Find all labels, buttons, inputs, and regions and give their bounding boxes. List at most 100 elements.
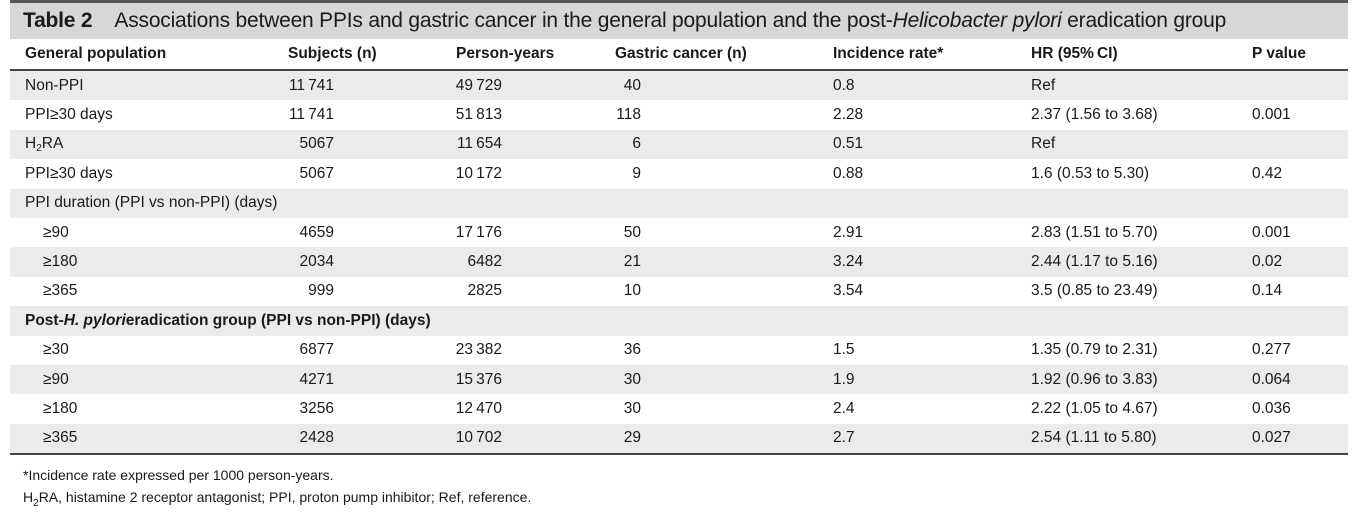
cell-gastric-cancer: 9 [632, 164, 641, 182]
cell-incidence-rate: 0.8 [833, 76, 855, 94]
cell-hazard-ratio: 2.54 (1.11 to 5.80) [1031, 429, 1157, 447]
cell-row-label: ≥90 [43, 370, 69, 388]
cell-person-years: 49 729 [455, 76, 502, 94]
cell-person-years: 23 382 [455, 341, 502, 359]
cell-incidence-rate: 2.4 [833, 399, 855, 417]
table-header-row: General population Subjects (n) Person-yea… [10, 39, 1348, 71]
cell-row-label: PPI≥30 days [25, 164, 113, 182]
table-row: ≥90 4271 15 376 30 1.9 1.92 (0.96 to 3.83) 0.0… [10, 364, 1348, 395]
cell-incidence-rate: 2.91 [833, 223, 864, 241]
table-row: ≥180 2034 6482 21 3.24 2.44 (1.17 to 5.16) 0.0… [10, 247, 1348, 277]
cell-subjects: 2428 [299, 429, 334, 447]
cell-hazard-ratio: 1.35 (0.79 to 2.31) [1031, 341, 1158, 359]
cell-row-label: ≥365 [43, 282, 78, 300]
cell-incidence-rate: 2.7 [833, 429, 855, 447]
cell-hazard-ratio: 2.83 (1.51 to 5.70) [1031, 223, 1158, 241]
cell-incidence-rate: 0.51 [833, 135, 864, 153]
cell-gastric-cancer: 30 [623, 370, 641, 388]
cell-incidence-rate: 0.88 [833, 164, 864, 182]
header-person-years: Person-years [456, 45, 555, 62]
cell-person-years: 10 172 [455, 164, 502, 182]
cell-p-value: 0.001 [1252, 223, 1291, 241]
cell-row-label: ≥30 [43, 341, 69, 359]
cell-hazard-ratio: 2.22 (1.05 to 4.67) [1031, 399, 1158, 417]
cell-gastric-cancer: 21 [623, 253, 641, 271]
cell-subjects: 5067 [299, 164, 334, 182]
section-row-eradication: Post- H. pylori eradication group (PPI vs… [10, 306, 1348, 336]
cell-p-value: 0.277 [1252, 341, 1291, 359]
cell-subjects: 5067 [299, 135, 334, 153]
cell-row-label: ≥180 [43, 253, 78, 271]
cell-gastric-cancer: 40 [623, 76, 641, 94]
cell-p-value: 0.036 [1252, 399, 1291, 417]
footnote-incidence: *Incidence rate expressed per 1000 perso… [23, 467, 334, 484]
cell-subjects: 11 741 [288, 76, 334, 94]
table-container: Table 2 Associations between PPIs and ga… [10, 0, 1348, 511]
cell-p-value: 0.14 [1252, 282, 1283, 300]
cell-subjects: 6877 [299, 341, 334, 359]
cell-hazard-ratio: 2.37 (1.56 to 3.68) [1031, 106, 1158, 124]
table-title-bar: Table 2 Associations between PPIs and ga… [10, 0, 1348, 39]
cell-p-value: 0.001 [1252, 106, 1291, 124]
cell-gastric-cancer: 118 [616, 106, 641, 124]
cell-subjects: 4271 [299, 370, 334, 388]
cell-person-years: 6482 [467, 253, 502, 271]
header-hazard-ratio: HR (95% CI) [1031, 45, 1118, 62]
cell-person-years: 12 470 [455, 399, 502, 417]
cell-person-years: 11 654 [456, 135, 502, 153]
header-row-label: General population [25, 45, 167, 62]
cell-hazard-ratio: Ref [1031, 76, 1056, 94]
table-row: PPI≥30 days 5067 10 172 9 0.88 1.6 (0.53 to 5… [10, 159, 1348, 188]
cell-incidence-rate: 3.24 [833, 253, 864, 271]
cell-row-label: ≥180 [43, 399, 78, 417]
cell-hazard-ratio: 2.44 (1.17 to 5.16) [1031, 253, 1158, 271]
table-row: ≥90 4659 17 176 50 2.91 2.83 (1.51 to 5.70) 0.… [10, 218, 1348, 247]
table-footnotes: *Incidence rate expressed per 1000 perso… [10, 455, 1348, 511]
cell-row-label: PPI≥30 days [25, 106, 113, 124]
cell-incidence-rate: 3.54 [833, 282, 864, 300]
cell-gastric-cancer: 6 [632, 135, 641, 153]
table-row: ≥365 2428 10 702 29 2.7 2.54 (1.11 to 5.80) 0.… [10, 423, 1348, 454]
section-label-eradication: Post- H. pylori eradication group (PPI vs… [25, 311, 431, 329]
cell-gastric-cancer: 50 [623, 223, 641, 241]
cell-incidence-rate: 2.28 [833, 106, 864, 124]
duration-rows: ≥90 4659 17 176 50 2.91 2.83 (1.51 to 5.70) 0.… [10, 218, 1348, 306]
table-row: PPI≥30 days 11 741 51 813 118 2.28 2.37 (1.56… [10, 100, 1348, 129]
cell-p-value: 0.027 [1252, 429, 1291, 447]
cell-subjects: 999 [308, 282, 334, 300]
cell-p-value: 0.42 [1252, 164, 1283, 182]
cell-hazard-ratio: 1.6 (0.53 to 5.30) [1031, 164, 1150, 182]
cell-incidence-rate: 1.9 [833, 370, 855, 388]
cell-gastric-cancer: 10 [623, 282, 641, 300]
table-row: ≥30 6877 23 382 36 1.5 1.35 (0.79 to 2.31) 0.2… [10, 336, 1348, 365]
cell-gastric-cancer: 36 [623, 341, 641, 359]
general-population-rows: Non-PPI 11 741 49 729 40 0.8 Ref PPI≥30 days 11… [10, 71, 1348, 189]
cell-gastric-cancer: 30 [623, 399, 641, 417]
cell-incidence-rate: 1.5 [833, 341, 855, 359]
cell-person-years: 15 376 [455, 370, 502, 388]
cell-p-value: 0.064 [1252, 370, 1291, 388]
footnote-abbreviations: H2RA, histamine 2 receptor antagonist; P… [23, 489, 532, 510]
table-bottom-rule [10, 453, 1348, 456]
cell-gastric-cancer: 29 [623, 429, 641, 447]
eradication-rows: ≥30 6877 23 382 36 1.5 1.35 (0.79 to 2.31) 0.2… [10, 336, 1348, 454]
cell-row-label: ≥90 [43, 223, 69, 241]
cell-person-years: 10 702 [455, 429, 502, 447]
table-title: Associations between PPIs and gastric ca… [114, 9, 1227, 32]
table-row: ≥180 3256 12 470 30 2.4 2.22 (1.05 to 4.67) 0.… [10, 394, 1348, 423]
cell-p-value: 0.02 [1252, 253, 1283, 271]
cell-person-years: 17 176 [455, 223, 502, 241]
table-row: H 2 RA 5067 11 654 6 0.51 Ref [10, 129, 1348, 160]
header-subjects: Subjects (n) [288, 45, 377, 62]
cell-hazard-ratio: 1.92 (0.96 to 3.83) [1031, 370, 1158, 388]
section-label-duration: PPI duration (PPI vs non-PPI) (days) [25, 194, 278, 212]
cell-person-years: 51 813 [455, 106, 502, 124]
cell-subjects: 2034 [299, 253, 334, 271]
header-gastric-cancer: Gastric cancer (n) [615, 45, 747, 62]
table-row: Non-PPI 11 741 49 729 40 0.8 Ref [10, 71, 1348, 101]
cell-person-years: 2825 [467, 282, 502, 300]
table-row: ≥365 999 2825 10 3.54 3.5 (0.85 to 23.49) 0.14 [10, 277, 1348, 306]
cell-row-label: H 2 RA [25, 135, 64, 154]
cell-hazard-ratio: 3.5 (0.85 to 23.49) [1031, 282, 1158, 300]
cell-subjects: 11 741 [288, 106, 334, 124]
